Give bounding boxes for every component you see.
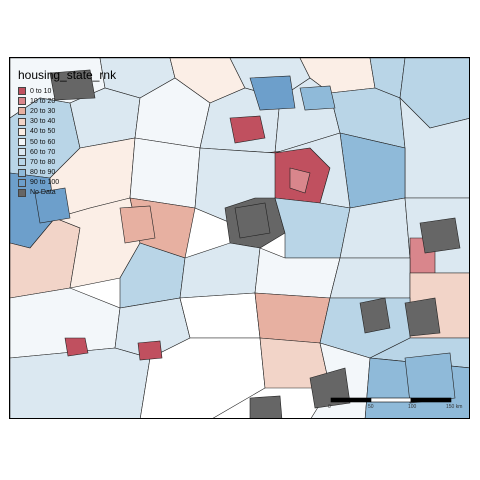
legend-label: 10 to 20: [30, 97, 56, 105]
legend-swatch: [18, 138, 26, 147]
legend-label: 50 to 60: [30, 138, 56, 146]
scale-bar-segment: [370, 397, 412, 403]
scale-bar-segment: [330, 397, 372, 403]
map-region: [10, 347, 151, 418]
scale-bar-labels: 0 50 100 150 km: [328, 404, 462, 412]
map-region: [10, 287, 121, 359]
map-region: [229, 115, 266, 144]
legend-swatch: [18, 107, 26, 116]
map-legend: housing_state_rnk 0 to 10 10 to 20 20 to 3…: [18, 68, 116, 198]
scale-tick-label: 50: [368, 404, 374, 410]
map-region: [137, 340, 163, 361]
legend-swatch: [18, 188, 26, 197]
legend-item: 0 to 10: [18, 86, 116, 96]
legend-swatch: [18, 178, 26, 187]
map-region: [249, 395, 283, 418]
choropleth-map: [10, 58, 469, 418]
map-region: [359, 297, 391, 334]
legend-label: 90 to 100: [30, 179, 60, 187]
legend-swatch: [18, 127, 26, 136]
scale-tick-label: 0: [328, 404, 331, 410]
legend-swatch: [18, 87, 26, 96]
legend-item: 40 to 50: [18, 127, 116, 137]
map-region: [179, 242, 261, 299]
map-region: [274, 197, 351, 259]
legend-swatch: [18, 158, 26, 167]
legend-item: 50 to 60: [18, 137, 116, 147]
legend-title: housing_state_rnk: [18, 68, 117, 82]
map-region: [404, 297, 441, 337]
scale-bar-segment: [410, 397, 452, 403]
map-region: [129, 137, 201, 209]
scale-tick-label: 100: [408, 404, 417, 410]
map-region: [119, 205, 156, 244]
legend-item: 80 to 90: [18, 168, 116, 178]
map-region: [289, 167, 311, 194]
legend-item: 20 to 30: [18, 106, 116, 116]
legend-swatch: [18, 97, 26, 106]
legend-item: 60 to 70: [18, 147, 116, 157]
legend-item: 10 to 20: [18, 96, 116, 106]
legend-label: 70 to 80: [30, 158, 56, 166]
map-region: [299, 85, 336, 111]
map-region: [404, 352, 456, 404]
legend-label: 30 to 40: [30, 118, 56, 126]
map-panel: [9, 57, 470, 419]
legend-label: 0 to 10: [30, 87, 52, 95]
legend-swatch: [18, 117, 26, 126]
legend-label: 60 to 70: [30, 148, 56, 156]
map-region: [179, 292, 261, 339]
legend-item: 30 to 40: [18, 117, 116, 127]
legend-label: No Data: [30, 189, 56, 197]
legend-item: 90 to 100: [18, 178, 116, 188]
map-region: [49, 69, 96, 101]
legend-label: 20 to 30: [30, 107, 56, 115]
legend-item: 70 to 80: [18, 157, 116, 167]
map-region: [234, 202, 271, 239]
map-region: [254, 292, 331, 344]
map-region: [329, 257, 411, 299]
map-region: [34, 187, 71, 224]
map-region: [64, 337, 89, 357]
legend-label: 80 to 90: [30, 169, 56, 177]
legend-swatch: [18, 168, 26, 177]
map-region: [419, 217, 461, 254]
scale-tick-label: 150 km: [446, 404, 463, 410]
legend-label: 40 to 50: [30, 128, 56, 136]
map-region: [249, 75, 296, 111]
legend-swatch: [18, 148, 26, 157]
legend-item: No Data: [18, 188, 116, 198]
